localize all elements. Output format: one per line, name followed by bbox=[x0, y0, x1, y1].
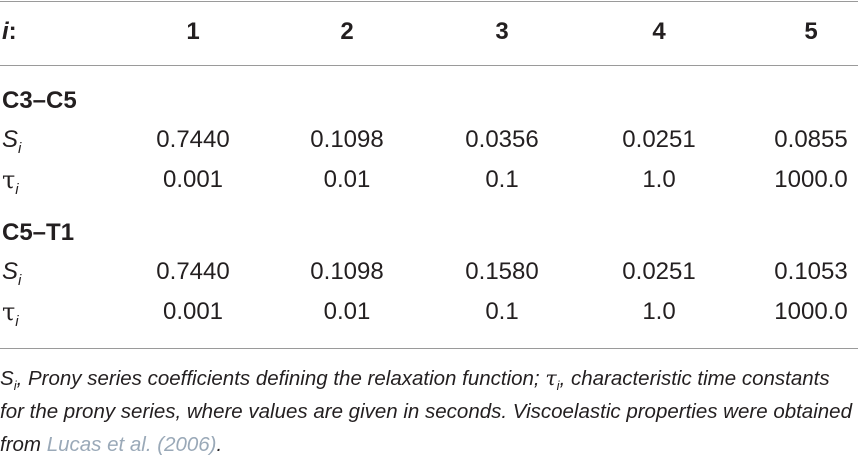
table-row-s-c3-c5: Si 0.7440 0.1098 0.0356 0.0251 0.0855 bbox=[0, 120, 858, 160]
section-title-c3-c5: C3–C5 bbox=[2, 87, 77, 114]
table-row-s-c5-t1: Si 0.7440 0.1098 0.1580 0.0251 0.1053 bbox=[0, 252, 858, 292]
index-label: i bbox=[2, 18, 9, 45]
table-cell: 0.001 bbox=[162, 298, 224, 325]
table-row-tau-c5-t1: τi 0.001 0.01 0.1 1.0 1000.0 bbox=[0, 292, 858, 332]
table-footnote: Si, Prony series coefficients defining t… bbox=[0, 362, 858, 461]
row-label: Si bbox=[2, 252, 21, 292]
column-header-4: 4 bbox=[652, 18, 666, 45]
row-subscript: i bbox=[15, 181, 19, 198]
row-label: Si bbox=[2, 120, 21, 160]
table-header-row: i: 1 2 3 4 5 bbox=[0, 12, 858, 52]
table-cell: 0.1053 bbox=[774, 258, 848, 285]
table-cell: 0.0356 bbox=[465, 126, 539, 153]
column-header-2: 2 bbox=[340, 18, 354, 45]
table-cell: 0.1098 bbox=[310, 258, 384, 285]
tau-symbol: τ bbox=[2, 166, 16, 194]
footnote-s-text: , Prony series coefficients defining the… bbox=[16, 367, 546, 390]
footnote-s-subscript: i bbox=[13, 378, 17, 393]
row-subscript: i bbox=[18, 272, 22, 289]
table-cell: 1000.0 bbox=[774, 298, 848, 325]
section-title-row: C5–T1 bbox=[0, 213, 858, 253]
table-cell: 0.7440 bbox=[156, 258, 230, 285]
footnote-tau-text: , characteristic time constants for the … bbox=[0, 367, 852, 456]
section-title-row: C3–C5 bbox=[0, 81, 858, 121]
reference-link[interactable]: Lucas et al. (2006) bbox=[46, 433, 217, 456]
column-header-5: 5 bbox=[804, 18, 818, 45]
table-cell: 0.0855 bbox=[774, 126, 848, 153]
table-cell: 0.0251 bbox=[622, 126, 696, 153]
table-header-rule bbox=[0, 65, 858, 66]
row-label: τi bbox=[2, 292, 19, 332]
table-top-rule bbox=[0, 1, 858, 2]
footnote-end: . bbox=[216, 433, 223, 456]
table-cell: 0.1 bbox=[485, 166, 519, 193]
footnote-tau-subscript: i bbox=[556, 378, 560, 393]
footnote-tau-symbol: τ bbox=[545, 366, 557, 390]
table-cell: 1000.0 bbox=[774, 166, 848, 193]
table-cell: 0.1580 bbox=[465, 258, 539, 285]
index-colon: : bbox=[8, 18, 17, 45]
table-bottom-rule bbox=[0, 348, 858, 349]
footnote-s-symbol: S bbox=[0, 367, 14, 390]
s-symbol: S bbox=[2, 126, 19, 153]
table-row-tau-c3-c5: τi 0.001 0.01 0.1 1.0 1000.0 bbox=[0, 160, 858, 200]
table-cell: 0.0251 bbox=[622, 258, 696, 285]
row-label: τi bbox=[2, 160, 19, 200]
table-cell: 0.01 bbox=[323, 298, 371, 325]
table-cell: 1.0 bbox=[642, 166, 676, 193]
column-header-3: 3 bbox=[495, 18, 509, 45]
column-header-1: 1 bbox=[186, 18, 200, 45]
tau-symbol: τ bbox=[2, 298, 16, 326]
section-title-c5-t1: C5–T1 bbox=[2, 219, 75, 246]
index-header: i: bbox=[2, 12, 17, 52]
table-cell: 1.0 bbox=[642, 298, 676, 325]
row-subscript: i bbox=[18, 140, 22, 157]
row-subscript: i bbox=[15, 313, 19, 330]
table-cell: 0.1 bbox=[485, 298, 519, 325]
table-cell: 0.01 bbox=[323, 166, 371, 193]
table-cell: 0.001 bbox=[162, 166, 224, 193]
s-symbol: S bbox=[2, 258, 19, 285]
table-cell: 0.1098 bbox=[310, 126, 384, 153]
table-cell: 0.7440 bbox=[156, 126, 230, 153]
